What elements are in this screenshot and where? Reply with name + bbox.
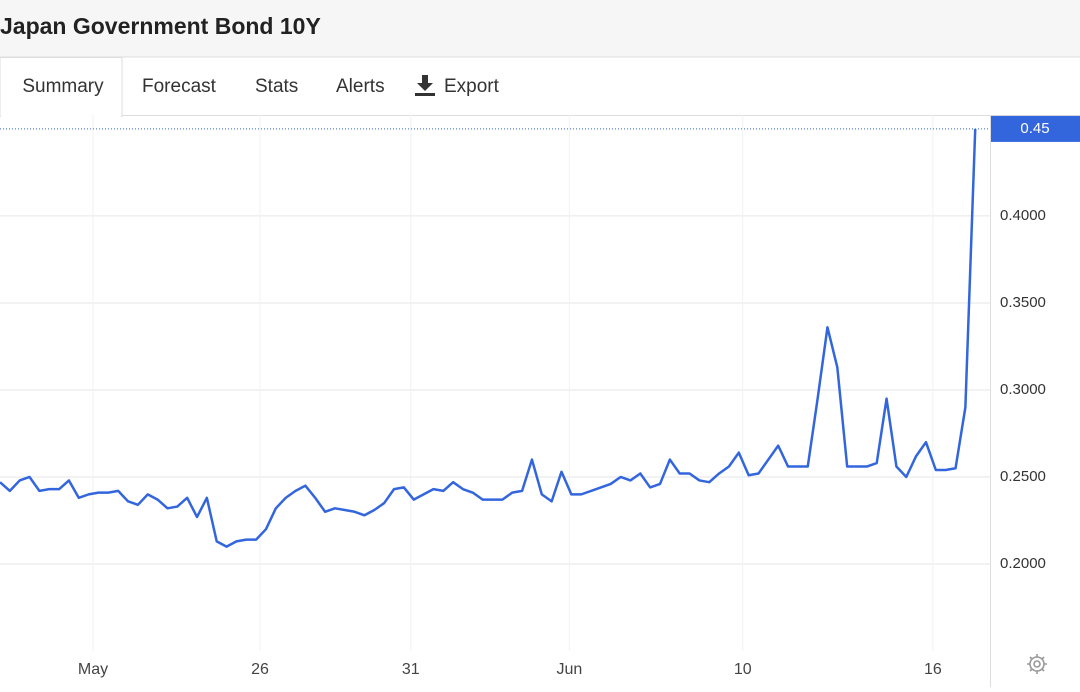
tab[interactable]: Alerts — [336, 76, 385, 97]
download-icon[interactable] — [415, 75, 435, 96]
x-tick-label: 10 — [734, 661, 752, 678]
x-tick-label: 31 — [402, 661, 420, 678]
x-tick-label: Jun — [556, 661, 582, 678]
tab[interactable]: Export — [444, 76, 500, 97]
y-tick-label: 0.4000 — [1000, 207, 1046, 224]
x-tick-label: 26 — [251, 661, 269, 678]
settings-icon[interactable] — [1027, 654, 1047, 674]
tab[interactable]: Stats — [255, 76, 298, 97]
x-tick-label: May — [78, 661, 108, 678]
active-tab-gap — [1, 114, 121, 117]
header-bar — [0, 0, 1080, 57]
active-tab[interactable] — [0, 57, 123, 117]
tab[interactable]: Forecast — [142, 76, 217, 97]
price-line — [0, 128, 977, 548]
y-tick-label: 0.2500 — [1000, 468, 1046, 485]
current-value-label: 0.45 — [1020, 120, 1049, 137]
x-tick-label: 16 — [924, 661, 942, 678]
tab[interactable]: Summary — [22, 76, 104, 97]
y-tick-label: 0.2000 — [1000, 555, 1046, 572]
page-title: Japan Government Bond 10Y — [0, 13, 321, 39]
y-tick-label: 0.3000 — [1000, 381, 1046, 398]
y-tick-label: 0.3500 — [1000, 294, 1046, 311]
current-value-box — [991, 115, 1080, 142]
